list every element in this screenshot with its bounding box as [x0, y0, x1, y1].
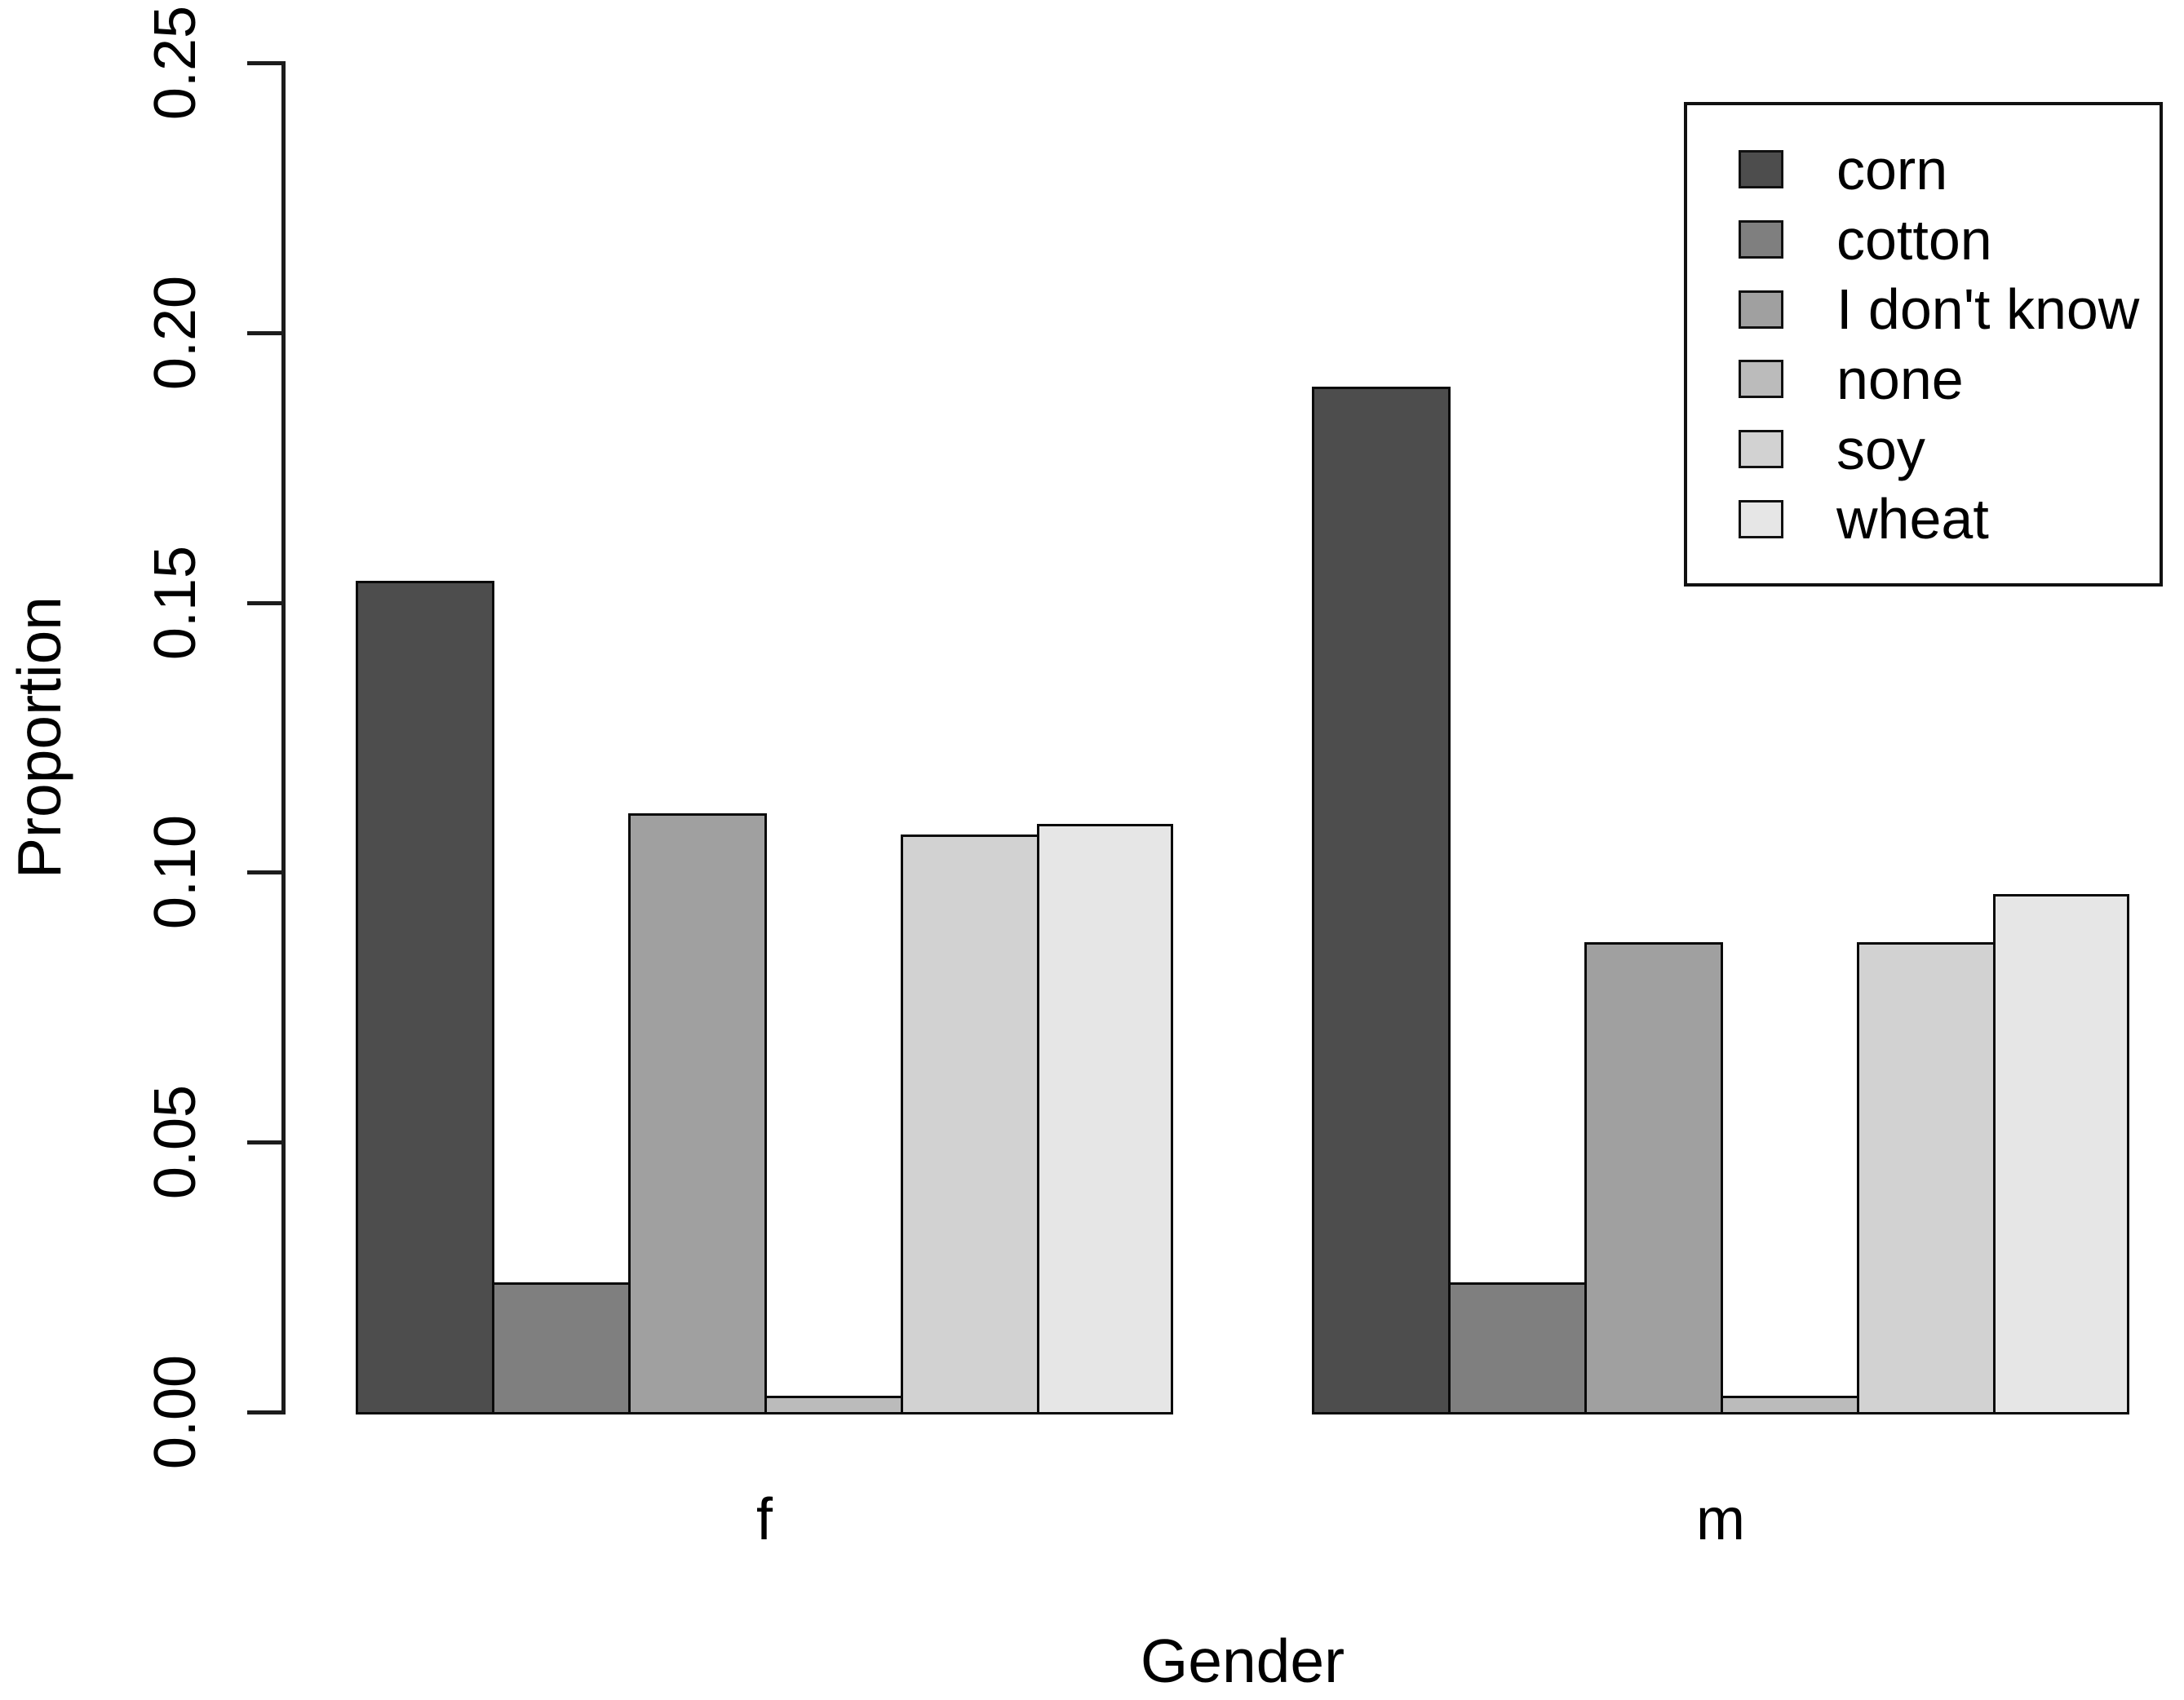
legend: corn cotton I don't know none soy wheat	[1684, 102, 2163, 587]
bar-f-cotton	[492, 1282, 631, 1414]
bar-m-i-don-t-know	[1584, 942, 1723, 1414]
legend-swatch-icon	[1739, 360, 1783, 399]
bar-f-wheat	[1037, 823, 1173, 1414]
legend-row: I don't know	[1687, 274, 2160, 344]
legend-row: corn	[1687, 135, 2160, 205]
legend-swatch-icon	[1739, 150, 1783, 189]
y-tick-mark	[247, 870, 286, 875]
bar-m-corn	[1312, 386, 1451, 1414]
bar-f-corn	[356, 581, 494, 1414]
legend-row: none	[1687, 344, 2160, 414]
bar-f-none	[764, 1396, 903, 1414]
category-label-f: f	[755, 1487, 773, 1552]
bar-m-none	[1721, 1396, 1859, 1414]
y-tick-label: 0.20	[143, 275, 208, 390]
y-tick-label: 0.10	[143, 815, 208, 930]
legend-label: cotton	[1836, 207, 1992, 272]
legend-row: wheat	[1687, 484, 2160, 554]
legend-row: cotton	[1687, 205, 2160, 275]
y-tick-mark	[247, 61, 286, 65]
legend-swatch-icon	[1739, 430, 1783, 469]
legend-label: soy	[1836, 417, 1925, 481]
legend-swatch-icon	[1739, 290, 1783, 329]
bar-m-cotton	[1448, 1282, 1587, 1414]
legend-label: wheat	[1836, 487, 1989, 551]
category-label-m: m	[1696, 1487, 1745, 1552]
legend-swatch-icon	[1739, 220, 1783, 259]
y-tick-mark	[247, 330, 286, 335]
bar-m-soy	[1857, 942, 1996, 1414]
legend-row: soy	[1687, 414, 2160, 485]
y-tick-label: 0.15	[143, 545, 208, 660]
y-tick-mark	[247, 1410, 286, 1414]
legend-label: corn	[1836, 137, 1948, 201]
bar-f-soy	[901, 835, 1039, 1414]
legend-swatch-icon	[1739, 499, 1783, 538]
legend-label: I don't know	[1836, 277, 2140, 342]
legend-label: none	[1836, 347, 1964, 411]
bar-f-i-don-t-know	[628, 812, 767, 1414]
y-tick-label: 0.05	[143, 1085, 208, 1200]
y-axis-title: Proportion	[5, 595, 73, 879]
y-tick-mark	[247, 600, 286, 605]
y-axis-line	[281, 61, 286, 1414]
bar-m-wheat	[1993, 893, 2129, 1414]
y-tick-label: 0.00	[143, 1354, 208, 1470]
y-tick-label: 0.25	[143, 5, 208, 121]
x-axis-title: Gender	[1140, 1627, 1345, 1695]
y-tick-mark	[247, 1140, 286, 1145]
